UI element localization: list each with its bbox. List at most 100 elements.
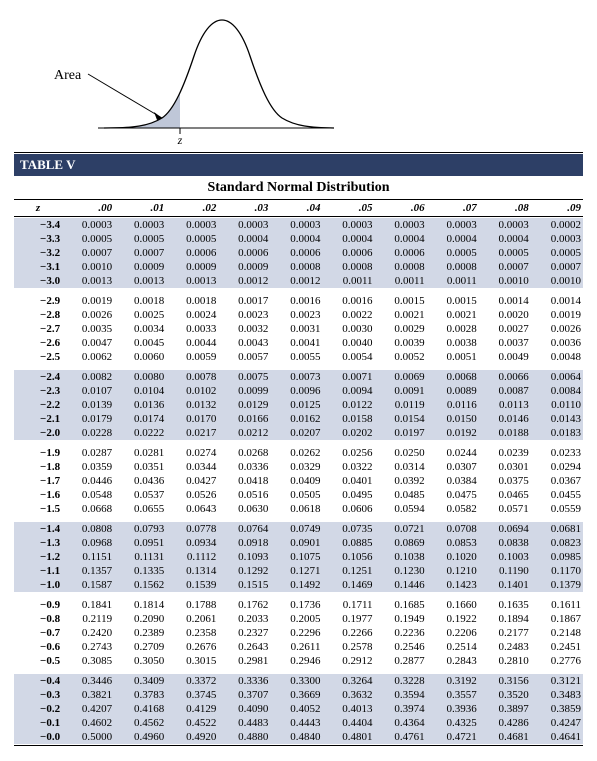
table-row: −1.90.02870.02810.02740.02680.02620.0256…: [14, 446, 583, 460]
table-row: −2.30.01070.01040.01020.00990.00960.0094…: [14, 384, 583, 398]
prob-cell: 0.0020: [479, 308, 531, 322]
table-row: −2.70.00350.00340.00330.00320.00310.0030…: [14, 322, 583, 336]
prob-cell: 0.1685: [375, 598, 427, 612]
prob-cell: 0.3446: [62, 674, 114, 688]
prob-cell: 0.0681: [531, 522, 583, 536]
area-label: Area: [54, 68, 81, 84]
prob-cell: 0.0026: [62, 308, 114, 322]
prob-cell: 0.2709: [114, 640, 166, 654]
prob-cell: 0.4602: [62, 716, 114, 730]
prob-cell: 0.1314: [166, 564, 218, 578]
prob-cell: 0.0207: [270, 426, 322, 440]
prob-cell: 0.0793: [114, 522, 166, 536]
prob-cell: 0.0009: [166, 260, 218, 274]
prob-cell: 0.2877: [375, 654, 427, 668]
z-value-cell: −2.2: [14, 398, 62, 412]
table-row: −2.60.00470.00450.00440.00430.00410.0040…: [14, 336, 583, 350]
prob-cell: 0.0571: [479, 502, 531, 516]
prob-cell: 0.1357: [62, 564, 114, 578]
prob-cell: 0.2483: [479, 640, 531, 654]
prob-cell: 0.3520: [479, 688, 531, 702]
table-title: Standard Normal Distribution: [14, 176, 583, 198]
prob-cell: 0.0202: [322, 426, 374, 440]
z-value-cell: −0.4: [14, 674, 62, 688]
z-value-cell: −1.2: [14, 550, 62, 564]
prob-cell: 0.0044: [166, 336, 218, 350]
prob-cell: 0.0749: [270, 522, 322, 536]
table-row: −0.30.38210.37830.37450.37070.36690.3632…: [14, 688, 583, 702]
table-row: −1.30.09680.09510.09340.09180.09010.0885…: [14, 536, 583, 550]
normal-curve-figure: Area z: [54, 8, 334, 146]
prob-cell: 0.0011: [322, 274, 374, 288]
prob-cell: 0.0014: [479, 294, 531, 308]
z-value-cell: −1.3: [14, 536, 62, 550]
prob-cell: 0.0222: [114, 426, 166, 440]
prob-cell: 0.0017: [218, 294, 270, 308]
table-row: −1.60.05480.05370.05260.05160.05050.0495…: [14, 488, 583, 502]
prob-cell: 0.0125: [270, 398, 322, 412]
prob-cell: 0.0007: [114, 246, 166, 260]
prob-cell: 0.0039: [375, 336, 427, 350]
prob-cell: 0.4168: [114, 702, 166, 716]
prob-cell: 0.0003: [166, 218, 218, 232]
prob-cell: 0.4364: [375, 716, 427, 730]
prob-cell: 0.0268: [218, 446, 270, 460]
prob-cell: 0.0022: [322, 308, 374, 322]
prob-cell: 0.0708: [427, 522, 479, 536]
prob-cell: 0.0082: [62, 370, 114, 384]
prob-cell: 0.3192: [427, 674, 479, 688]
prob-cell: 0.0951: [114, 536, 166, 550]
prob-cell: 0.1635: [479, 598, 531, 612]
prob-cell: 0.0005: [62, 232, 114, 246]
prob-cell: 0.1711: [322, 598, 374, 612]
prob-cell: 0.0401: [322, 474, 374, 488]
prob-cell: 0.0281: [114, 446, 166, 460]
prob-cell: 0.1469: [322, 578, 374, 592]
prob-cell: 0.0367: [531, 474, 583, 488]
z-value-cell: −1.6: [14, 488, 62, 502]
prob-cell: 0.0901: [270, 536, 322, 550]
prob-cell: 0.1335: [114, 564, 166, 578]
prob-cell: 0.0294: [531, 460, 583, 474]
prob-cell: 0.4247: [531, 716, 583, 730]
prob-cell: 0.0250: [375, 446, 427, 460]
prob-cell: 0.3050: [114, 654, 166, 668]
prob-cell: 0.0016: [322, 294, 374, 308]
prob-cell: 0.0618: [270, 502, 322, 516]
prob-cell: 0.4286: [479, 716, 531, 730]
prob-cell: 0.2358: [166, 626, 218, 640]
z-value-cell: −0.7: [14, 626, 62, 640]
prob-cell: 0.0005: [166, 232, 218, 246]
prob-cell: 0.1003: [479, 550, 531, 564]
z-value-cell: −0.9: [14, 598, 62, 612]
prob-cell: 0.0003: [479, 218, 531, 232]
prob-cell: 0.0013: [166, 274, 218, 288]
prob-cell: 0.1894: [479, 612, 531, 626]
prob-cell: 0.1151: [62, 550, 114, 564]
table-mid-rule: [14, 199, 583, 200]
prob-cell: 0.0183: [531, 426, 583, 440]
prob-cell: 0.4129: [166, 702, 218, 716]
table-row: −2.10.01790.01740.01700.01660.01620.0158…: [14, 412, 583, 426]
table-row: −0.20.42070.41680.41290.40900.40520.4013…: [14, 702, 583, 716]
table-row: −0.60.27430.27090.26760.26430.26110.2578…: [14, 640, 583, 654]
prob-cell: 0.1379: [531, 578, 583, 592]
prob-cell: 0.1093: [218, 550, 270, 564]
table-row: −2.50.00620.00600.00590.00570.00550.0054…: [14, 350, 583, 364]
z-table-head: z .00.01.02.03.04.05.06.07.08.09: [14, 201, 583, 218]
prob-cell: 0.0018: [166, 294, 218, 308]
table-row: −1.80.03590.03510.03440.03360.03290.0322…: [14, 460, 583, 474]
prob-cell: 0.0301: [479, 460, 531, 474]
z-value-cell: −3.4: [14, 218, 62, 232]
prob-cell: 0.4761: [375, 730, 427, 744]
prob-cell: 0.2266: [322, 626, 374, 640]
prob-cell: 0.1492: [270, 578, 322, 592]
z-value-cell: −1.1: [14, 564, 62, 578]
prob-cell: 0.0166: [218, 412, 270, 426]
table-row: −1.10.13570.13350.13140.12920.12710.1251…: [14, 564, 583, 578]
prob-cell: 0.0006: [270, 246, 322, 260]
prob-cell: 0.1922: [427, 612, 479, 626]
prob-cell: 0.0028: [427, 322, 479, 336]
table-number-bar: TABLE V: [14, 154, 583, 176]
prob-cell: 0.0668: [62, 502, 114, 516]
